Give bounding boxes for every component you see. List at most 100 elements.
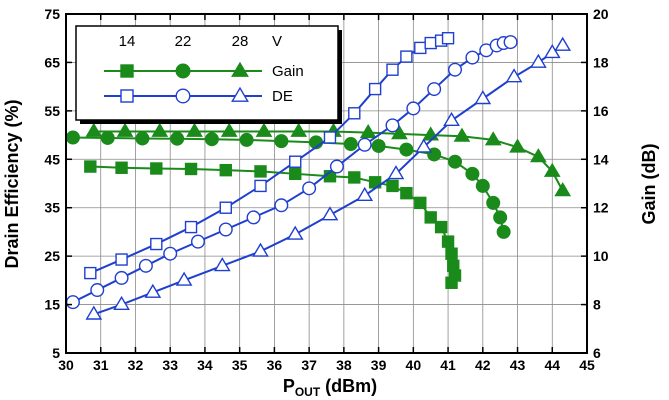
data-point (115, 253, 128, 266)
data-point (175, 271, 193, 286)
x-tick-label: 31 (93, 357, 109, 373)
data-point (505, 68, 523, 83)
data-point (357, 137, 372, 152)
data-point (150, 237, 163, 251)
data-point (254, 179, 267, 193)
data-point (85, 305, 103, 320)
y-left-tick-label: 35 (44, 200, 60, 216)
data-point (220, 122, 238, 137)
x-tick-label: 33 (162, 357, 178, 373)
data-point (554, 36, 572, 51)
x-axis-title: POUT (dBm) (283, 376, 377, 399)
data-point (115, 161, 128, 174)
y-right-tick-label: 14 (593, 151, 609, 167)
data-point (453, 127, 471, 142)
x-tick-label: 45 (579, 357, 595, 373)
x-tick-label: 44 (544, 357, 560, 373)
data-point (400, 50, 413, 63)
y-axis-right-title: Gain (dB) (639, 144, 659, 225)
legend-header: 28 (232, 33, 249, 50)
data-point (445, 276, 458, 289)
legend: 14 22 28 V Gain DE (75, 25, 342, 124)
data-point (65, 130, 80, 145)
data-point (424, 211, 437, 224)
x-tick-label: 34 (197, 357, 213, 373)
data-point (138, 258, 153, 273)
x-tick-label: 42 (475, 357, 491, 373)
data-point (414, 196, 427, 210)
x-tick-label: 39 (371, 357, 387, 373)
legend-header: 14 (119, 33, 136, 50)
y-right-tick-label: 18 (593, 54, 609, 70)
data-point (359, 123, 377, 139)
data-point (90, 283, 105, 298)
data-point (289, 167, 302, 181)
data-point (329, 159, 344, 174)
data-point (170, 131, 185, 146)
data-point (496, 224, 511, 239)
legend-label: DE (272, 88, 293, 105)
y-right-tick-label: 10 (593, 248, 609, 264)
legend-marker (175, 88, 191, 104)
data-point (391, 125, 408, 140)
data-point (441, 235, 455, 248)
data-point (427, 82, 442, 97)
data-point (218, 222, 233, 237)
legend-header: V (272, 33, 282, 50)
series-4 (65, 35, 518, 310)
legend-marker (120, 64, 134, 78)
x-tick-label: 36 (267, 357, 283, 373)
data-point (255, 122, 273, 137)
data-point (356, 186, 374, 202)
data-point (424, 36, 437, 50)
data-point (475, 178, 490, 193)
data-point (448, 154, 463, 169)
data-point (163, 246, 178, 261)
series-3 (84, 32, 455, 280)
data-point (465, 166, 480, 181)
data-point (116, 122, 134, 137)
data-point (386, 63, 399, 76)
y-left-tick-label: 45 (44, 151, 60, 167)
data-point (509, 138, 526, 153)
data-point (543, 44, 561, 59)
y-left-tick-label: 65 (44, 54, 60, 70)
x-tick-label: 38 (336, 357, 352, 373)
data-point (387, 165, 405, 180)
series-0 (84, 160, 462, 289)
x-tick-label: 41 (440, 357, 456, 373)
data-point (348, 107, 361, 120)
data-point (441, 32, 455, 45)
data-point (144, 283, 162, 298)
x-tick-label: 43 (510, 357, 526, 373)
data-point (302, 181, 317, 196)
x-tick-label: 32 (128, 357, 144, 373)
y-right-tick-label: 6 (593, 345, 601, 361)
data-point (422, 126, 440, 141)
data-point (543, 162, 561, 177)
y-right-tick-label: 8 (593, 297, 601, 313)
y-left-tick-label: 25 (44, 248, 60, 264)
data-point (186, 122, 203, 137)
data-point (465, 50, 480, 65)
data-point (484, 131, 502, 146)
legend-box (75, 25, 339, 121)
data-point (286, 225, 304, 240)
data-point (219, 163, 232, 177)
x-axis-title-sub: OUT (295, 385, 321, 399)
data-point (65, 295, 80, 310)
y-right-tick-label: 16 (593, 103, 609, 119)
data-point (343, 137, 358, 152)
data-point (274, 134, 289, 149)
data-point (290, 122, 308, 137)
ticks: 30 31 32 33 34 35 36 37 38 39 40 41 42 43 44 45 5 15 25 35 4… (44, 6, 608, 373)
data-point (239, 132, 254, 147)
data-point (368, 82, 382, 96)
y-right-tick-label: 12 (593, 200, 609, 216)
data-point (414, 41, 427, 55)
series-5 (85, 36, 572, 320)
data-point (84, 160, 97, 173)
data-point (321, 206, 339, 221)
data-point (530, 53, 547, 68)
